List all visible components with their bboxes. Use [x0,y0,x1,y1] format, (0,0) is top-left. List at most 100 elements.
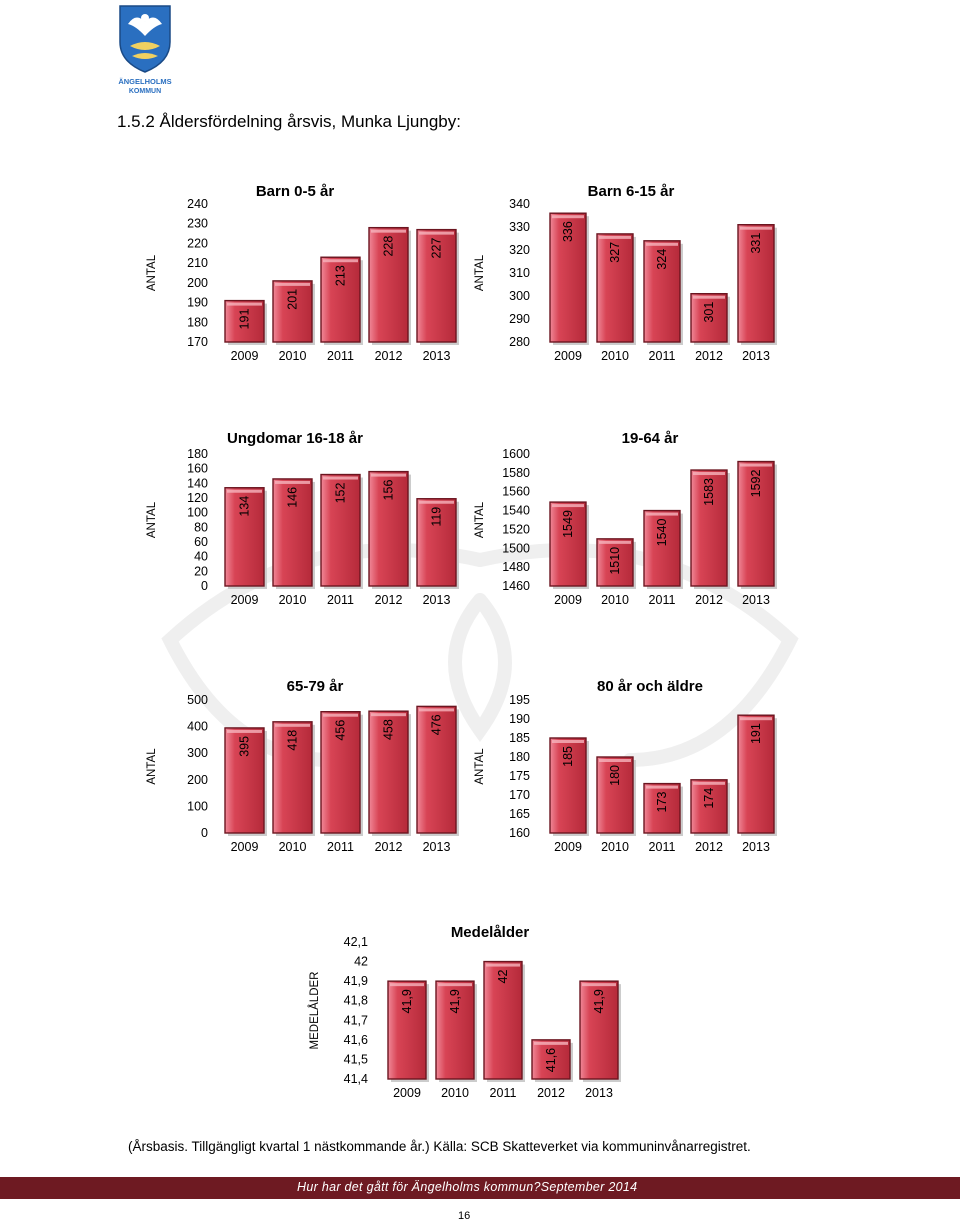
bar-highlight [419,231,454,235]
y-axis-label: MEDELÅLDER [308,972,321,1050]
y-tick-label: 1480 [502,560,530,574]
bar-highlight [227,302,262,306]
bar-highlight [693,295,725,299]
bar-value-label: 331 [749,233,763,254]
bar [596,233,634,343]
source-footnote: (Årsbasis. Tillgängligt kvartal 1 nästko… [128,1139,751,1154]
bar-value-label: 185 [561,746,575,767]
bar-value-label: 327 [608,242,622,263]
chart-title: Barn 0-5 år [256,183,335,200]
bar [224,487,265,587]
bar-value-label: 1592 [749,469,763,497]
bar-value-label: 458 [382,719,396,740]
bar [320,473,361,587]
y-tick-label: 60 [194,535,208,549]
x-tick-label: 2012 [375,349,403,363]
bar [224,727,265,834]
x-tick-label: 2010 [279,593,307,607]
y-tick-label: 500 [187,693,208,707]
y-tick-label: 175 [509,769,530,783]
y-tick-label: 160 [187,462,208,476]
bar [416,705,457,834]
y-tick-label: 41,8 [344,994,368,1008]
y-tick-label: 120 [187,491,208,505]
bar [579,980,619,1080]
y-tick-label: 1520 [502,522,530,536]
chart-barn-0-5: Barn 0-5 år ANTAL 170 180 190 200 210 220 230 240… [146,183,459,363]
y-tick-label: 1560 [502,485,530,499]
y-axis-label: ANTAL [146,748,158,785]
bar-highlight [599,759,631,762]
bar-value-label: 41,9 [592,989,606,1013]
chart-title: Barn 6-15 år [588,183,675,200]
y-tick-label: 100 [187,799,208,813]
bar [368,710,409,834]
bar [690,469,728,587]
x-tick-label: 2011 [649,349,676,363]
chart-80-och-aldre: 80 år och äldre ANTAL 160 165 170 175 180 185 19… [474,678,777,854]
x-tick-label: 2011 [649,840,676,854]
bar [483,960,523,1080]
bar-value-label: 119 [430,507,444,527]
chart-title: 19-64 år [622,430,679,447]
y-tick-label: 1500 [502,541,530,555]
chart-title: 65-79 år [287,678,344,695]
y-tick-label: 165 [509,807,530,821]
bar-value-label: 180 [608,765,622,786]
x-tick-label: 2011 [327,349,354,363]
bar-value-label: 301 [702,302,716,323]
bar-highlight [438,983,472,987]
y-tick-label: 330 [509,220,530,234]
bar-value-label: 1510 [608,547,622,575]
bar [272,721,313,834]
y-tick-label: 160 [509,826,530,840]
y-tick-label: 320 [509,243,530,257]
bar-value-label: 201 [286,289,300,310]
bar [549,737,587,834]
bar-highlight [693,781,725,785]
bar [416,498,457,587]
bar-value-label: 456 [334,720,348,741]
bar-highlight [599,540,631,544]
x-tick-label: 2009 [231,840,259,854]
y-tick-label: 80 [194,520,208,534]
x-tick-label: 2013 [742,593,770,607]
x-tick-label: 2013 [423,840,451,854]
bar [690,779,728,834]
chart-title: Ungdomar 16-18 år [227,430,363,447]
bar [435,980,475,1080]
y-tick-label: 185 [509,731,530,745]
bar-highlight [227,489,262,493]
bar-highlight [371,713,406,717]
bar-value-label: 41,9 [448,989,462,1013]
x-tick-label: 2009 [231,593,259,607]
x-tick-label: 2010 [601,349,629,363]
bar-value-label: 173 [655,792,669,813]
bar-value-label: 1583 [702,478,716,506]
bar-highlight [419,708,454,712]
y-tick-label: 1600 [502,447,530,461]
bar-value-label: 418 [286,730,300,751]
x-tick-label: 2009 [231,349,259,363]
y-tick-label: 300 [187,746,208,760]
y-tick-label: 1460 [502,579,530,593]
chart-ungdomar-16-18: Ungdomar 16-18 år ANTAL 020406080100120140… [146,430,459,607]
x-tick-label: 2012 [375,840,403,854]
bar [531,1039,571,1080]
bar-value-label: 191 [749,723,763,744]
y-tick-label: 41,9 [344,974,368,988]
bar-value-label: 213 [334,265,348,286]
bar [272,478,313,587]
y-tick-label: 195 [509,693,530,707]
bar [549,212,587,343]
bar-highlight [693,472,725,476]
bar [368,470,409,587]
bar-value-label: 174 [702,788,716,809]
section-heading: 1.5.2 Åldersfördelning årsvis, Munka Lju… [117,112,461,131]
y-tick-label: 1540 [502,504,530,518]
bar-highlight [646,785,678,789]
bar [320,711,361,834]
bar-highlight [227,729,262,733]
bar [320,256,361,343]
x-tick-label: 2012 [695,840,723,854]
